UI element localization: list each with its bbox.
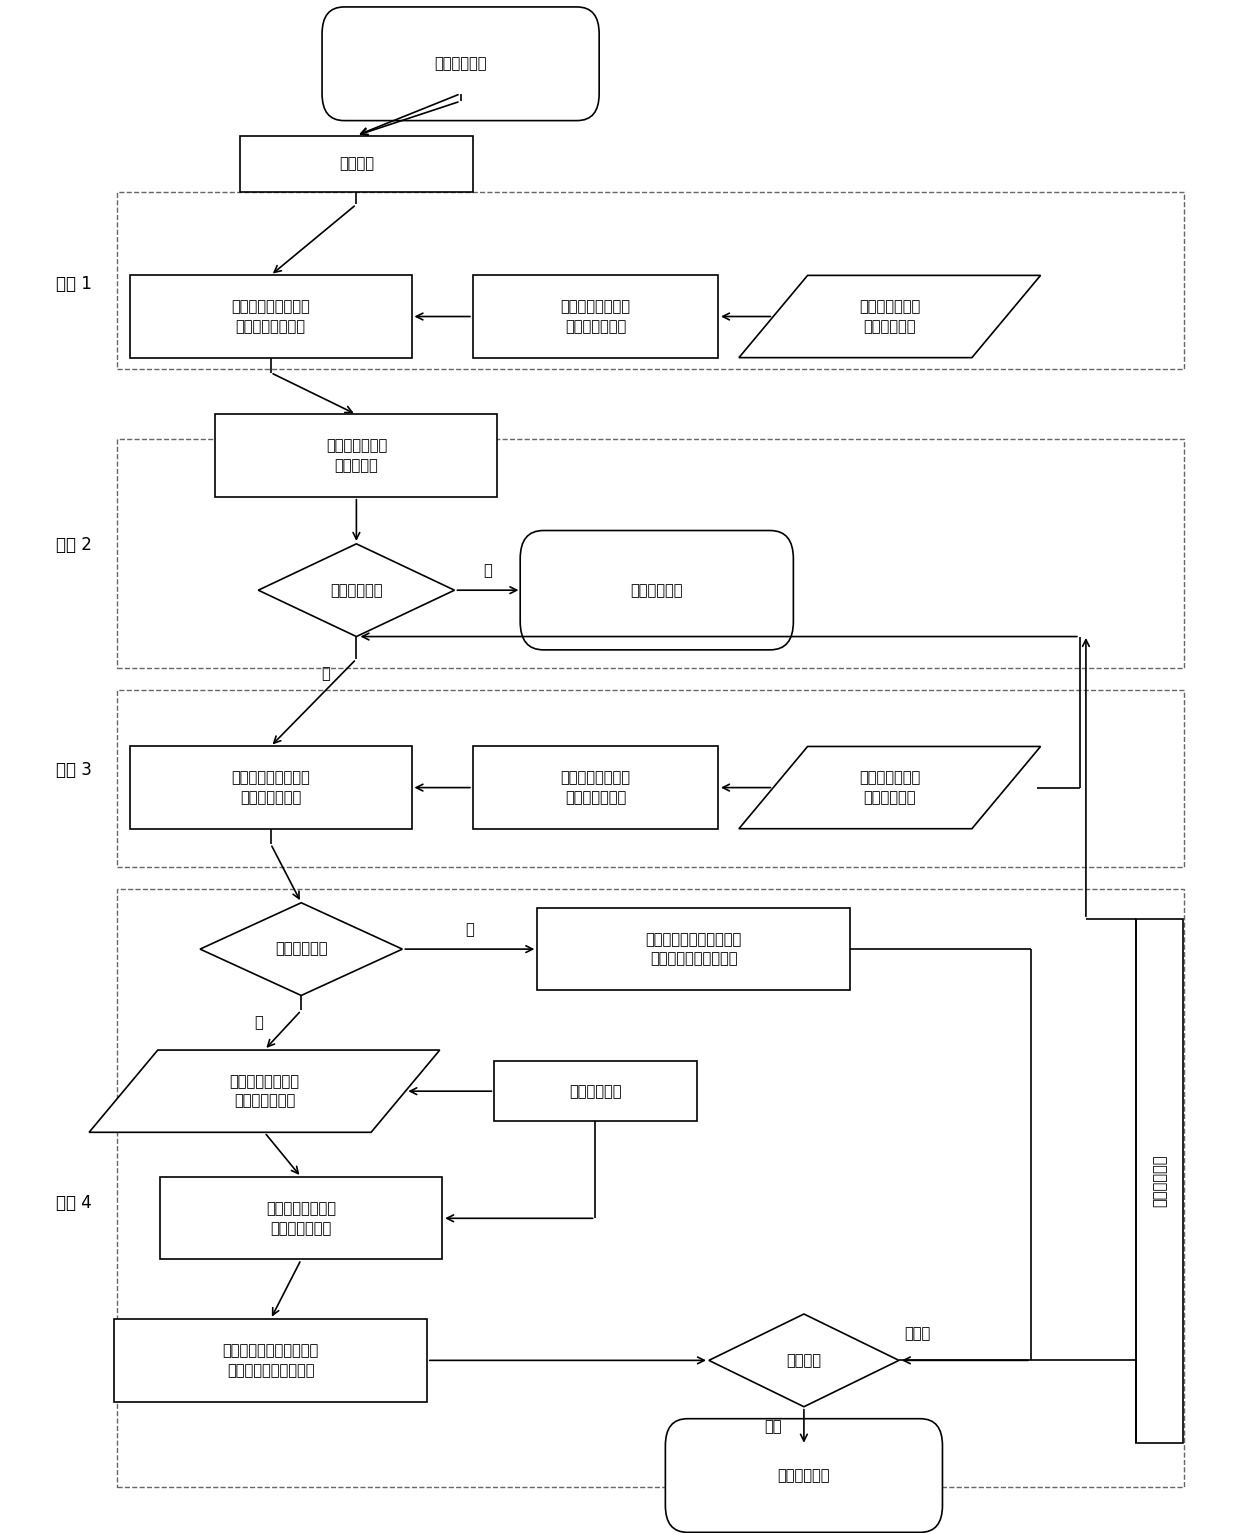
Bar bbox=[472, 276, 718, 357]
Polygon shape bbox=[89, 1050, 440, 1133]
Text: 是: 是 bbox=[254, 1015, 263, 1030]
FancyBboxPatch shape bbox=[666, 1418, 942, 1533]
Text: 输出配筋结果: 输出配筋结果 bbox=[777, 1469, 830, 1482]
Text: 输出配筋方案: 输出配筋方案 bbox=[630, 583, 683, 598]
Polygon shape bbox=[258, 544, 455, 636]
Text: 计算松动圈内壁、
外壁渗透水压力: 计算松动圈内壁、 外壁渗透水压力 bbox=[560, 770, 630, 805]
Text: 否: 否 bbox=[484, 563, 492, 578]
FancyBboxPatch shape bbox=[322, 8, 599, 121]
Text: 位移连续条件和
水流连续条件: 位移连续条件和 水流连续条件 bbox=[859, 299, 920, 334]
Text: 取衬砌与围岩间的
相互作用力为零: 取衬砌与围岩间的 相互作用力为零 bbox=[229, 1073, 299, 1108]
Bar bbox=[118, 438, 1184, 668]
Text: 不安全: 不安全 bbox=[904, 1326, 930, 1341]
Polygon shape bbox=[709, 1314, 899, 1407]
Text: 安全: 安全 bbox=[765, 1418, 782, 1433]
Bar bbox=[239, 135, 472, 192]
Text: 调整配筋方案: 调整配筋方案 bbox=[1152, 1154, 1167, 1206]
Bar bbox=[216, 414, 497, 497]
Bar bbox=[118, 690, 1184, 866]
Text: 输入内水压力: 输入内水压力 bbox=[434, 57, 487, 71]
Text: 步骤 3: 步骤 3 bbox=[56, 760, 92, 779]
Text: 计算开裂后衬砌与围
岩的相互作用力: 计算开裂后衬砌与围 岩的相互作用力 bbox=[231, 770, 310, 805]
Text: 计算松动圈内壁、
外壁渗透水压力: 计算松动圈内壁、 外壁渗透水压力 bbox=[267, 1200, 336, 1236]
Text: 计算松动圈内壁、
外壁渗透水压力: 计算松动圈内壁、 外壁渗透水压力 bbox=[560, 299, 630, 334]
Text: 否: 否 bbox=[465, 923, 474, 937]
Bar bbox=[129, 747, 412, 829]
Bar bbox=[472, 747, 718, 829]
Text: 安全评估: 安全评估 bbox=[786, 1354, 821, 1367]
FancyBboxPatch shape bbox=[521, 530, 794, 650]
Polygon shape bbox=[739, 276, 1040, 357]
Bar bbox=[495, 1061, 697, 1121]
Text: 步骤 4: 步骤 4 bbox=[56, 1194, 92, 1213]
Polygon shape bbox=[200, 903, 402, 995]
Text: 是: 是 bbox=[321, 667, 330, 682]
Text: 步骤 1: 步骤 1 bbox=[56, 274, 92, 293]
Bar bbox=[537, 908, 849, 990]
Text: 计算未开裂时衬砌与
围岩的相互作用力: 计算未开裂时衬砌与 围岩的相互作用力 bbox=[231, 299, 310, 334]
Text: 计算钢筋应力、最大裂缝
宽度、单位管长渗流量: 计算钢筋应力、最大裂缝 宽度、单位管长渗流量 bbox=[646, 932, 742, 966]
Bar bbox=[1136, 920, 1183, 1443]
Text: 计算衬砌混凝土
的环向应力: 计算衬砌混凝土 的环向应力 bbox=[326, 438, 387, 474]
Text: 水流连续条件: 水流连续条件 bbox=[569, 1084, 621, 1099]
Bar bbox=[160, 1177, 443, 1260]
Text: 衬砌是否开裂: 衬砌是否开裂 bbox=[330, 583, 383, 598]
Polygon shape bbox=[739, 747, 1040, 829]
Text: 计算钢筋应力、最大裂缝
宽度、单位管长渗流量: 计算钢筋应力、最大裂缝 宽度、单位管长渗流量 bbox=[222, 1343, 319, 1378]
Bar bbox=[114, 1320, 427, 1401]
Text: 判断是否脱离: 判断是否脱离 bbox=[275, 941, 327, 957]
Bar bbox=[118, 889, 1184, 1487]
Text: 位移连续条件和
水流连续条件: 位移连续条件和 水流连续条件 bbox=[859, 770, 920, 805]
Text: 步骤 2: 步骤 2 bbox=[56, 537, 92, 555]
Text: 初步配筋: 初步配筋 bbox=[339, 156, 374, 172]
Bar bbox=[129, 276, 412, 357]
Bar bbox=[118, 192, 1184, 369]
